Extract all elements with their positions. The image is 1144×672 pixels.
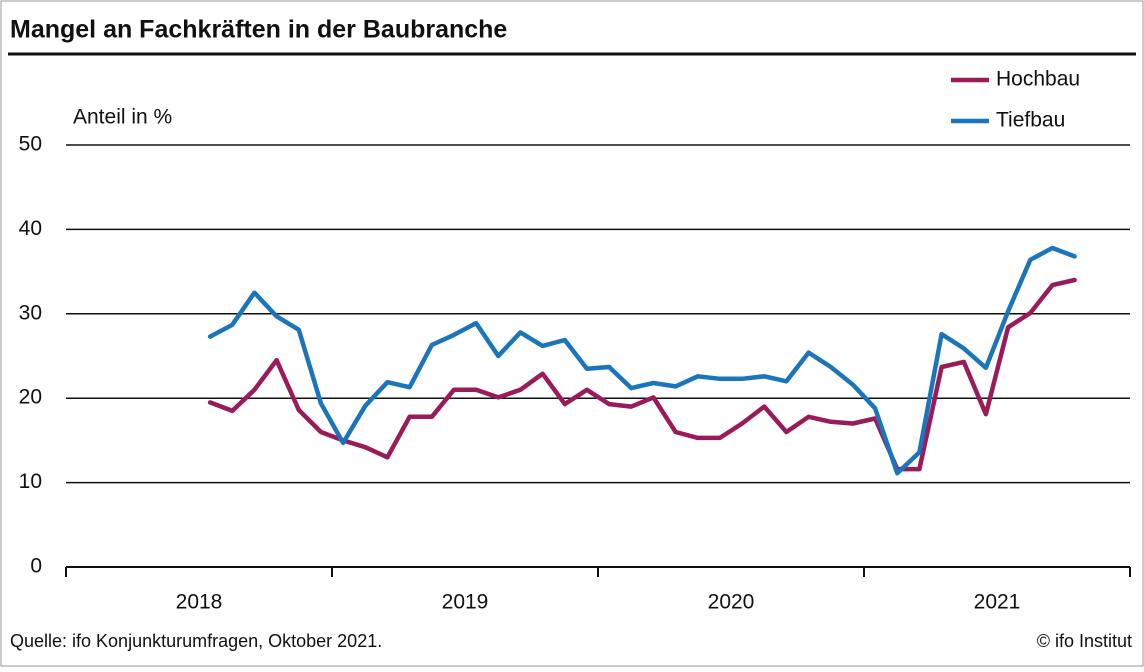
line-series <box>207 277 1077 472</box>
x-tick-label: 2019 <box>442 591 489 614</box>
x-tick-label: 2020 <box>708 591 755 614</box>
chart-title: Mangel an Fachkräften in der Baubranche <box>10 16 507 44</box>
y-tick-label: 0 <box>30 555 42 578</box>
y-tick-label: 30 <box>19 301 42 324</box>
y-tick-label: 20 <box>19 386 42 409</box>
credit: © ifo Institut <box>1037 631 1132 651</box>
legend-label: Hochbau <box>996 68 1080 91</box>
line-series <box>207 245 1077 476</box>
x-tick-label: 2018 <box>176 591 223 614</box>
source-note: Quelle: ifo Konjunkturumfragen, Oktober … <box>10 631 382 651</box>
y-tick-label: 10 <box>19 470 42 493</box>
x-tick-label: 2021 <box>974 591 1021 614</box>
y-tick-label: 40 <box>19 217 42 240</box>
legend-label: Tiefbau <box>996 109 1065 132</box>
y-axis-label: Anteil in % <box>73 106 172 129</box>
y-tick-label: 50 <box>19 133 42 156</box>
